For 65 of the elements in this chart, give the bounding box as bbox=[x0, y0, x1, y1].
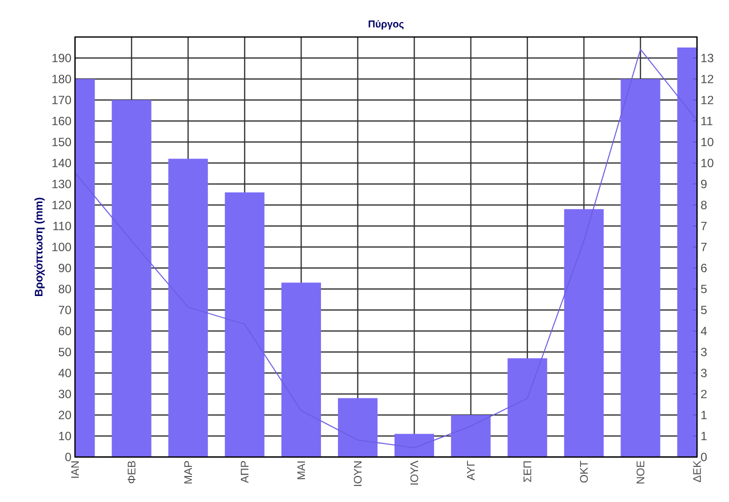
x-tick-label: ΑΠΡ bbox=[240, 461, 248, 484]
y-tick-label: 60 bbox=[58, 326, 72, 336]
y2-tick-label: 3 bbox=[700, 348, 707, 356]
y2-tick-label: 6 bbox=[701, 264, 707, 272]
y-tick-label: 130 bbox=[52, 180, 72, 188]
chart-title: Πύργος bbox=[368, 20, 404, 30]
y2-tick-label: 3 bbox=[700, 368, 707, 378]
y2-tick-label: 12 bbox=[701, 74, 714, 84]
y2-tick-label: 10 bbox=[701, 158, 714, 168]
y2-tick-label: 1 bbox=[701, 410, 707, 420]
y-tick-label: 120 bbox=[52, 200, 72, 210]
line-series bbox=[75, 48, 698, 448]
y-tick-label: 190 bbox=[52, 54, 72, 62]
y2-tick-label: 12 bbox=[701, 96, 714, 104]
x-tick-label: ΙΟΥΛ bbox=[410, 460, 418, 485]
bar bbox=[564, 209, 604, 457]
x-tick-label: ΔΕΚ bbox=[693, 460, 701, 482]
bar bbox=[508, 358, 548, 457]
x-tick-label: ΝΟΕ bbox=[636, 460, 644, 484]
y2-tick-label: 5 bbox=[701, 306, 707, 314]
x-tick-label: ΜΑΡ bbox=[184, 461, 192, 484]
y-tick-label: 160 bbox=[52, 116, 72, 126]
x-tick-label: ΦΕΒ bbox=[128, 461, 136, 484]
y2-tick-label: 13 bbox=[701, 54, 714, 62]
y2-tick-label: 4 bbox=[700, 326, 707, 336]
y-tick-label: 10 bbox=[59, 432, 72, 440]
y-tick-label: 80 bbox=[58, 284, 72, 294]
bar bbox=[394, 434, 434, 457]
bar bbox=[112, 100, 152, 457]
x-tick-label: ΑΥΓ bbox=[467, 460, 475, 480]
y2-tick-label: 7 bbox=[701, 242, 707, 252]
bar bbox=[620, 78, 660, 457]
x-tick-label: ΣΕΠ bbox=[524, 461, 532, 482]
y-tick-label: 90 bbox=[58, 264, 72, 272]
y-tick-label: 50 bbox=[58, 348, 72, 356]
x-tick-label: ΟΚΤ bbox=[580, 460, 588, 483]
x-tick-label: ΙΑΝ bbox=[71, 461, 79, 478]
y-tick-label: 70 bbox=[58, 306, 72, 314]
y2-tick-label: 5 bbox=[701, 284, 707, 294]
bar bbox=[224, 192, 264, 457]
y-tick-label: 150 bbox=[52, 138, 72, 146]
y2-tick-label: 2 bbox=[701, 390, 707, 398]
y-tick-label: 180 bbox=[52, 74, 72, 84]
y2-tick-label: 10 bbox=[701, 138, 714, 146]
y-tick-label: 30 bbox=[58, 390, 72, 398]
y-tick-label: 100 bbox=[52, 242, 72, 252]
y-tick-label: 0 bbox=[65, 452, 72, 462]
x-tick-label: ΜΑΙ bbox=[297, 462, 305, 480]
y-tick-label: 20 bbox=[58, 410, 72, 420]
y-tick-label: 40 bbox=[58, 368, 72, 378]
bar bbox=[451, 414, 491, 457]
y2-tick-label: 8 bbox=[701, 200, 707, 210]
bar bbox=[168, 158, 208, 457]
y-axis-title: Βροχόπτωση (mm) bbox=[34, 198, 45, 296]
y-tick-label: 140 bbox=[52, 158, 72, 168]
y2-tick-label: 9 bbox=[701, 180, 707, 188]
bar bbox=[338, 398, 378, 457]
bar bbox=[281, 282, 321, 457]
y-tick-label: 110 bbox=[53, 222, 72, 230]
y-tick-label: 170 bbox=[52, 96, 72, 104]
x-tick-label: ΙΟΥΝ bbox=[354, 461, 362, 486]
y2-tick-label: 0 bbox=[700, 452, 707, 462]
y2-tick-label: 11 bbox=[701, 116, 712, 126]
y2-tick-label: 1 bbox=[701, 432, 707, 440]
y2-tick-label: 7 bbox=[701, 222, 707, 230]
